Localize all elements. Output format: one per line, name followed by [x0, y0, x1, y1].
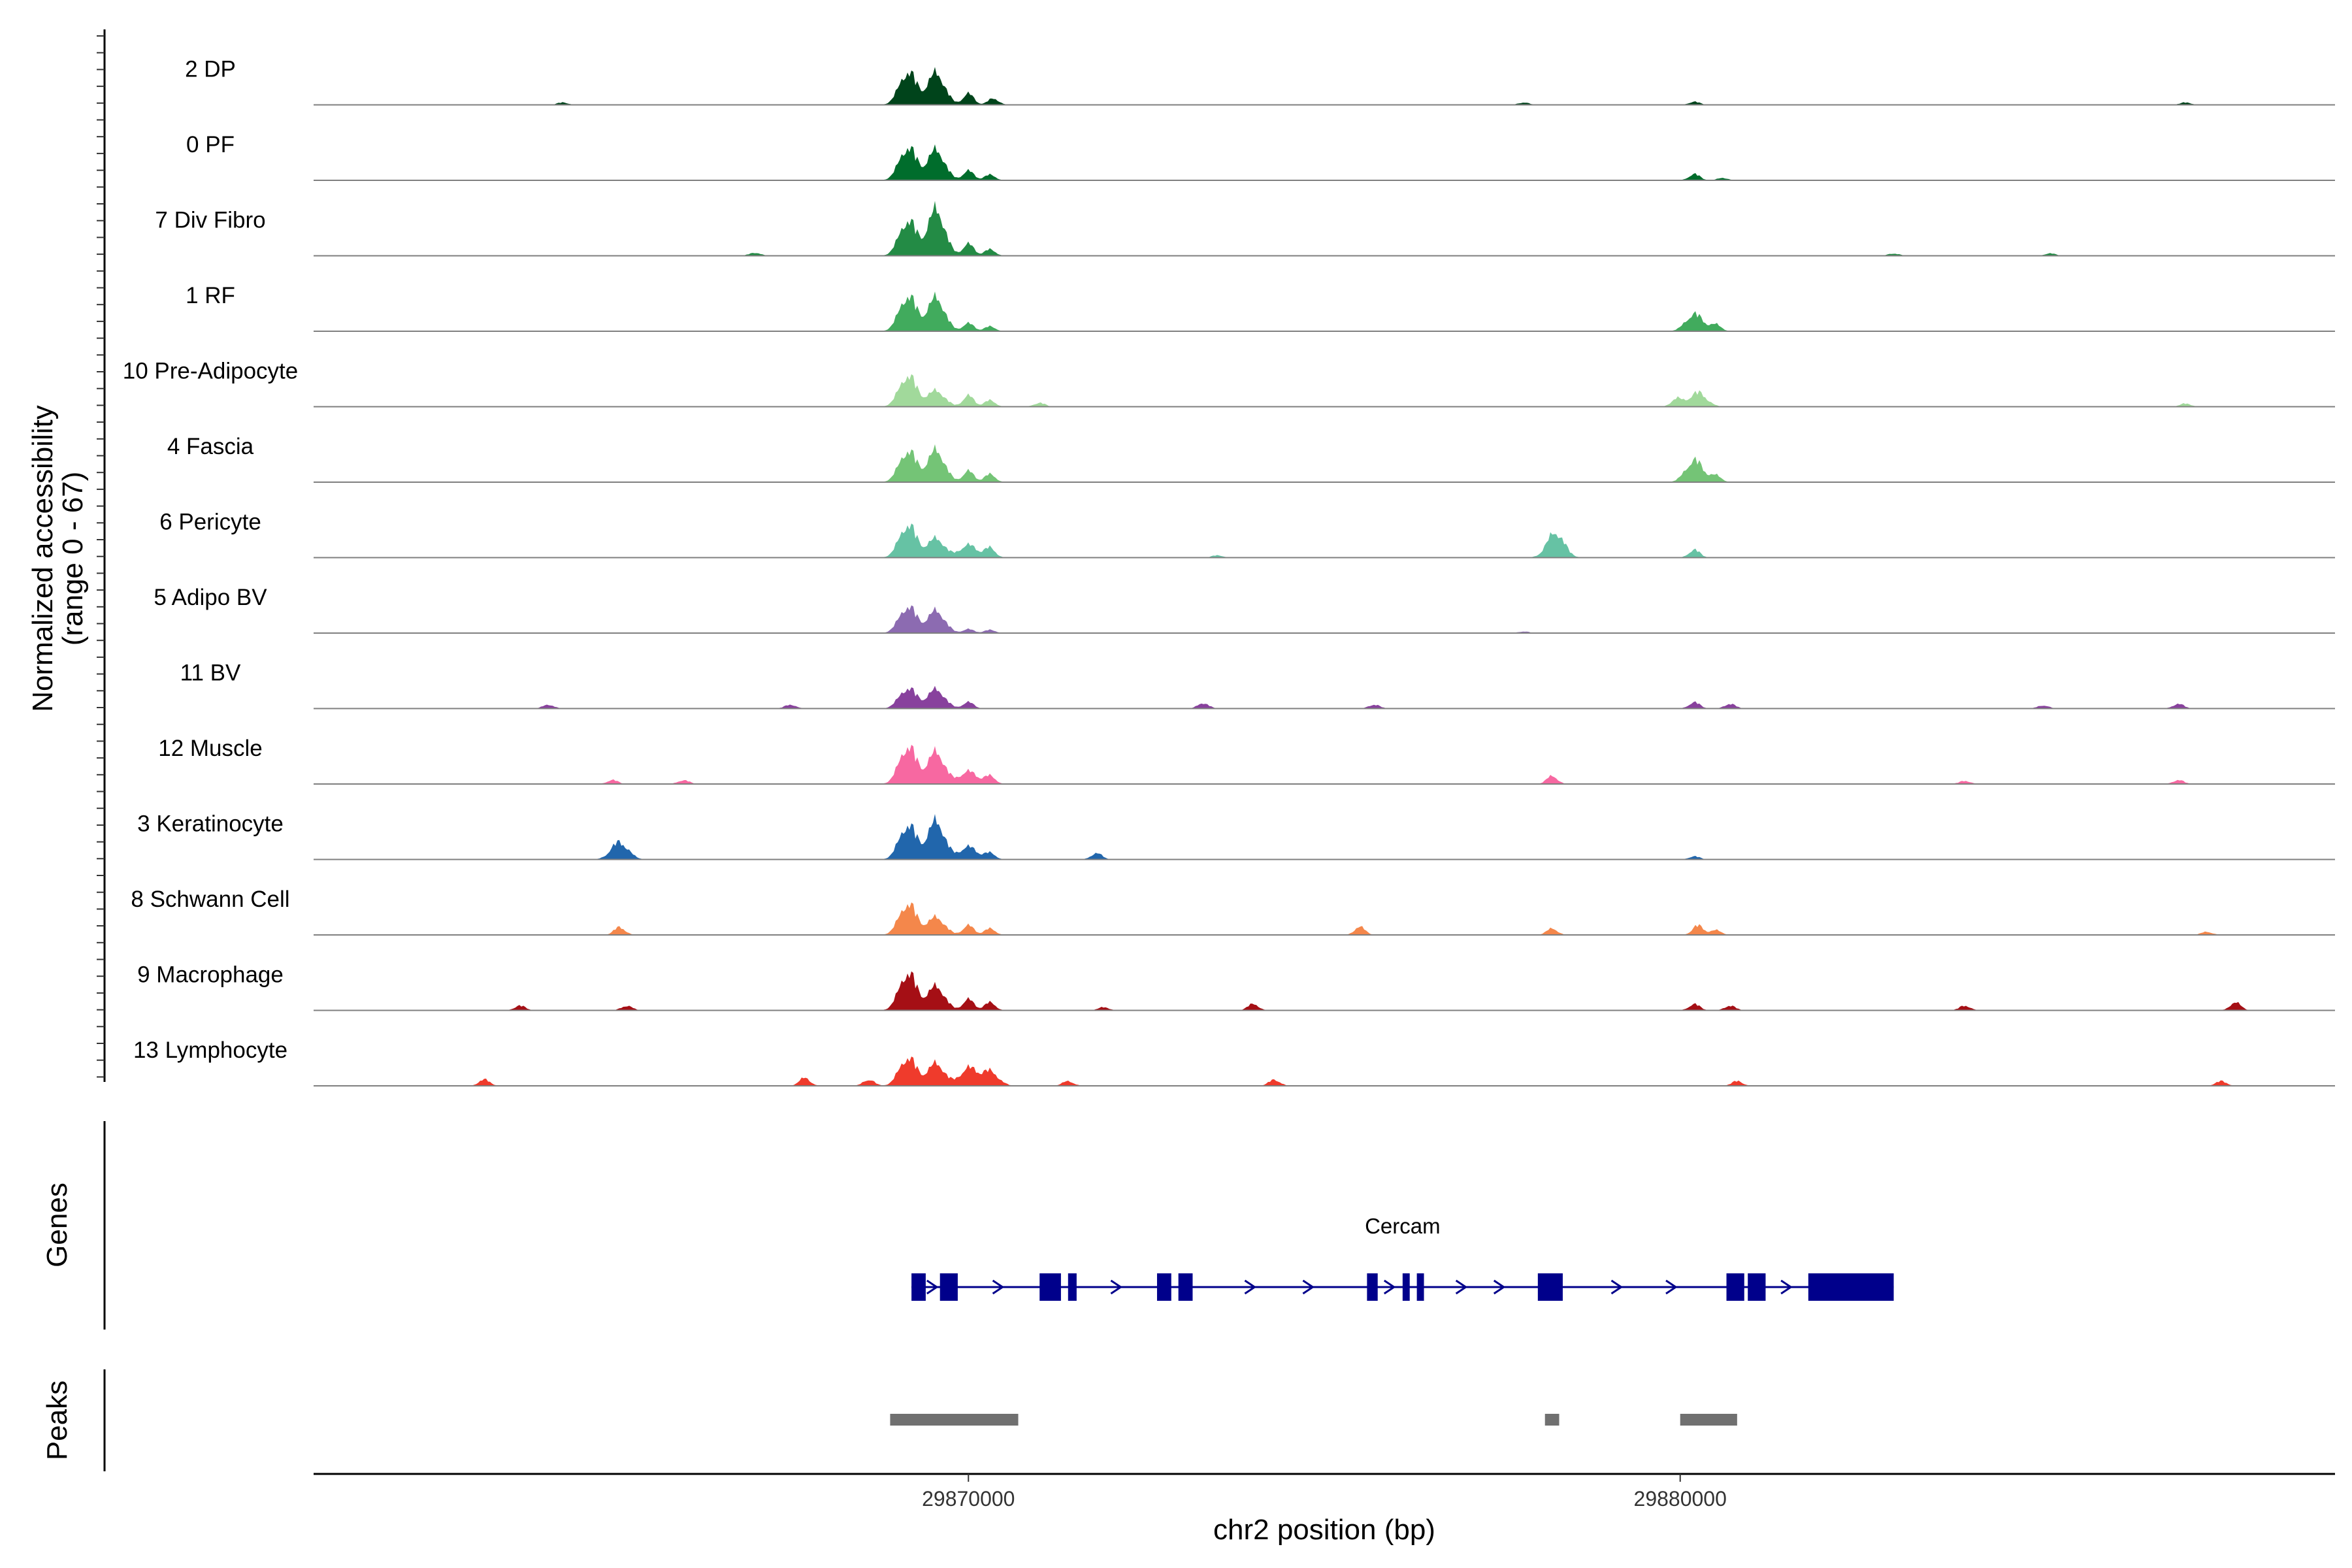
strand-arrow [1610, 1279, 1624, 1295]
track-13: 9 Macrophage [137, 962, 2335, 1011]
gene-exon [1726, 1273, 1744, 1301]
peak-region [1544, 1414, 1560, 1426]
gene-exon [1748, 1273, 1766, 1301]
track-label: 8 Schwann Cell [131, 887, 289, 912]
coverage-area [314, 745, 2335, 784]
coverage-area [314, 523, 2335, 558]
peak-regions [890, 1414, 1737, 1426]
coverage-area [314, 971, 2335, 1011]
track-14: 13 Lymphocyte [133, 1037, 2335, 1086]
track-label: 10 Pre-Adipocyte [123, 359, 298, 384]
y-axis-title-range: (range 0 - 67) [57, 472, 89, 646]
peaks-track-title: Peaks [41, 1380, 73, 1460]
gene-exon [911, 1273, 926, 1301]
coverage-tracks: 2 DP 0 PF 7 Div Fibro 1 RF 10 Pre-Adipocyte 4… [123, 57, 2335, 1086]
gene-exon [1402, 1273, 1410, 1301]
x-axis-ticks: 29870000 29880000 [922, 1474, 1727, 1511]
y-axis-ticks [97, 35, 105, 1078]
track-6: 4 Fascia [167, 434, 2335, 483]
coverage-area [314, 1056, 2335, 1086]
x-axis-title: chr2 position (bp) [1213, 1514, 1435, 1546]
genes-track-title: Genes [41, 1183, 73, 1267]
strand-arrow [1455, 1279, 1468, 1295]
track-2: 0 PF [186, 132, 2335, 181]
track-label: 0 PF [186, 132, 235, 157]
track-12: 8 Schwann Cell [131, 887, 2335, 936]
coverage-area [314, 201, 2335, 256]
coverage-area [314, 444, 2335, 482]
gene-exon [1039, 1273, 1061, 1301]
strand-arrow [926, 1279, 939, 1295]
gene-exon [1068, 1273, 1077, 1301]
gene-exon [1537, 1273, 1563, 1301]
coverage-area [314, 291, 2335, 331]
track-11: 3 Keratinocyte [137, 811, 2335, 860]
track-label: 1 RF [186, 283, 235, 308]
strand-arrow [1665, 1279, 1678, 1295]
track-label: 5 Adipo BV [154, 585, 267, 610]
coverage-area [314, 374, 2335, 407]
coverage-area [314, 144, 2335, 180]
gene-exon [1178, 1273, 1193, 1301]
strand-arrow [992, 1279, 1005, 1295]
gene-exon [1367, 1273, 1378, 1301]
strand-arrow [1383, 1279, 1396, 1295]
gene-exon [939, 1273, 958, 1301]
track-8: 5 Adipo BV [154, 585, 2335, 634]
track-label: 9 Macrophage [137, 962, 284, 988]
x-tick-label: 29880000 [1634, 1487, 1727, 1511]
coverage-area [314, 902, 2335, 935]
track-label: 4 Fascia [167, 434, 254, 459]
peak-region [890, 1414, 1019, 1426]
coverage-area [314, 685, 2335, 709]
track-label: 11 BV [180, 661, 241, 686]
track-10: 12 Muscle [158, 736, 2335, 785]
track-9: 11 BV [180, 661, 2335, 710]
track-label: 6 Pericyte [159, 510, 261, 535]
gene-name-label: Cercam [1365, 1214, 1441, 1238]
strand-arrow [1780, 1279, 1793, 1295]
strand-arrow [1493, 1279, 1506, 1295]
gene-model [911, 1273, 1894, 1301]
gene-exon [1808, 1273, 1894, 1301]
coverage-area [314, 67, 2335, 105]
strand-arrow [1302, 1279, 1315, 1295]
track-label: 7 Div Fibro [155, 208, 265, 233]
track-label: 13 Lymphocyte [133, 1037, 287, 1063]
track-label: 3 Keratinocyte [137, 811, 284, 837]
strand-arrow [1110, 1279, 1123, 1295]
peak-region [1680, 1414, 1737, 1426]
track-4: 1 RF [186, 283, 2335, 332]
track-1: 2 DP [185, 57, 2335, 106]
track-3: 7 Div Fibro [155, 201, 2335, 257]
track-label: 12 Muscle [158, 736, 263, 761]
track-7: 6 Pericyte [159, 510, 2335, 559]
y-axis-title: Normalized accessibility [27, 405, 59, 711]
gene-exon [1156, 1273, 1171, 1301]
strand-arrow [1244, 1279, 1257, 1295]
gene-exon [1416, 1273, 1424, 1301]
coverage-area [314, 605, 2335, 633]
x-tick-label: 29870000 [922, 1487, 1015, 1511]
track-label: 2 DP [185, 57, 236, 82]
track-5: 10 Pre-Adipocyte [123, 359, 2335, 408]
coverage-area [314, 813, 2335, 860]
